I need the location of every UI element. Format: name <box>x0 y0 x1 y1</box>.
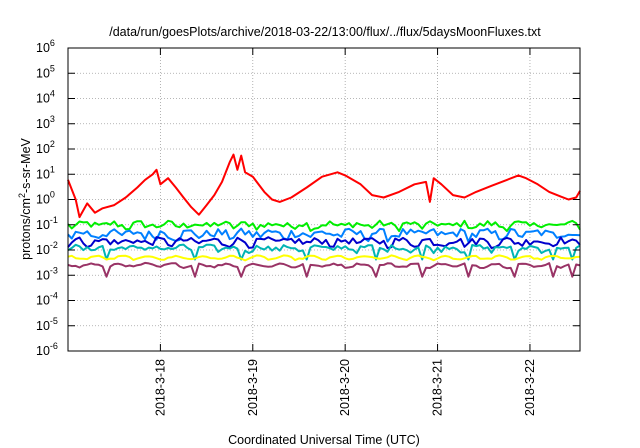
y-tick-label: 101 <box>36 164 55 181</box>
axis-ticks: 10-610-510-410-310-210-11001011021031041… <box>36 38 580 416</box>
y-tick-base: 10 <box>36 319 50 333</box>
grid-lines <box>68 48 580 351</box>
y-tick-base: 10 <box>36 142 50 156</box>
y-tick-label: 103 <box>36 114 55 131</box>
y-tick-exponent: 0 <box>50 190 55 200</box>
y-tick-base: 10 <box>36 41 50 55</box>
y-axis-label: protons/cm2-s-sr-MeV <box>17 137 33 259</box>
y-tick-exponent: -3 <box>50 265 58 275</box>
y-tick-exponent: -1 <box>50 215 58 225</box>
y-tick-base: 10 <box>36 167 50 181</box>
y-tick-exponent: -6 <box>50 341 58 351</box>
y-tick-exponent: 4 <box>50 89 55 99</box>
y-tick-base: 10 <box>36 66 50 80</box>
y-tick-base: 10 <box>36 344 50 358</box>
y-tick-base: 10 <box>36 117 50 131</box>
y-tick-label: 106 <box>36 38 55 55</box>
series-layer <box>67 153 581 278</box>
series-line-2 <box>67 227 581 243</box>
y-tick-label: 10-4 <box>36 291 58 308</box>
y-tick-label: 104 <box>36 89 55 106</box>
y-tick-exponent: 6 <box>50 38 55 48</box>
series-line-0 <box>67 153 581 219</box>
y-tick-exponent: 1 <box>50 164 55 174</box>
y-tick-label: 105 <box>36 63 55 80</box>
y-tick-exponent: -4 <box>50 291 58 301</box>
x-tick-label: 2018-3-22 <box>523 359 537 416</box>
series-line-4 <box>67 243 581 261</box>
y-tick-base: 10 <box>36 268 50 282</box>
series-line-6 <box>67 261 581 278</box>
y-axis-label-superscript: 2 <box>17 193 27 198</box>
x-tick-label: 2018-3-19 <box>246 359 260 416</box>
y-tick-exponent: 2 <box>50 139 55 149</box>
y-tick-exponent: 5 <box>50 63 55 73</box>
chart-title: /data/run/goesPlots/archive/2018-03-22/1… <box>109 25 541 39</box>
x-axis-label: Coordinated Universal Time (UTC) <box>228 433 420 447</box>
y-tick-base: 10 <box>36 92 50 106</box>
y-tick-label: 10-6 <box>36 341 58 358</box>
y-tick-base: 10 <box>36 218 50 232</box>
x-tick-label: 2018-3-20 <box>338 359 352 416</box>
series-line-5 <box>67 254 581 262</box>
y-axis-label-main: protons/cm <box>19 198 33 260</box>
x-tick-label: 2018-3-18 <box>153 359 167 416</box>
y-axis-label-rest: -s-sr-MeV <box>19 137 33 193</box>
y-tick-label: 10-3 <box>36 265 58 282</box>
series-line-1 <box>67 219 581 233</box>
y-tick-exponent: -2 <box>50 240 58 250</box>
y-tick-exponent: -5 <box>50 316 58 326</box>
x-tick-label: 2018-3-21 <box>431 359 445 416</box>
y-tick-exponent: 3 <box>50 114 55 124</box>
y-tick-label: 10-2 <box>36 240 58 257</box>
y-tick-label: 10-5 <box>36 316 58 333</box>
y-tick-base: 10 <box>36 243 50 257</box>
y-tick-label: 102 <box>36 139 55 156</box>
y-tick-label: 100 <box>36 190 55 207</box>
y-tick-label: 10-1 <box>36 215 58 232</box>
y-tick-base: 10 <box>36 193 50 207</box>
y-tick-base: 10 <box>36 294 50 308</box>
